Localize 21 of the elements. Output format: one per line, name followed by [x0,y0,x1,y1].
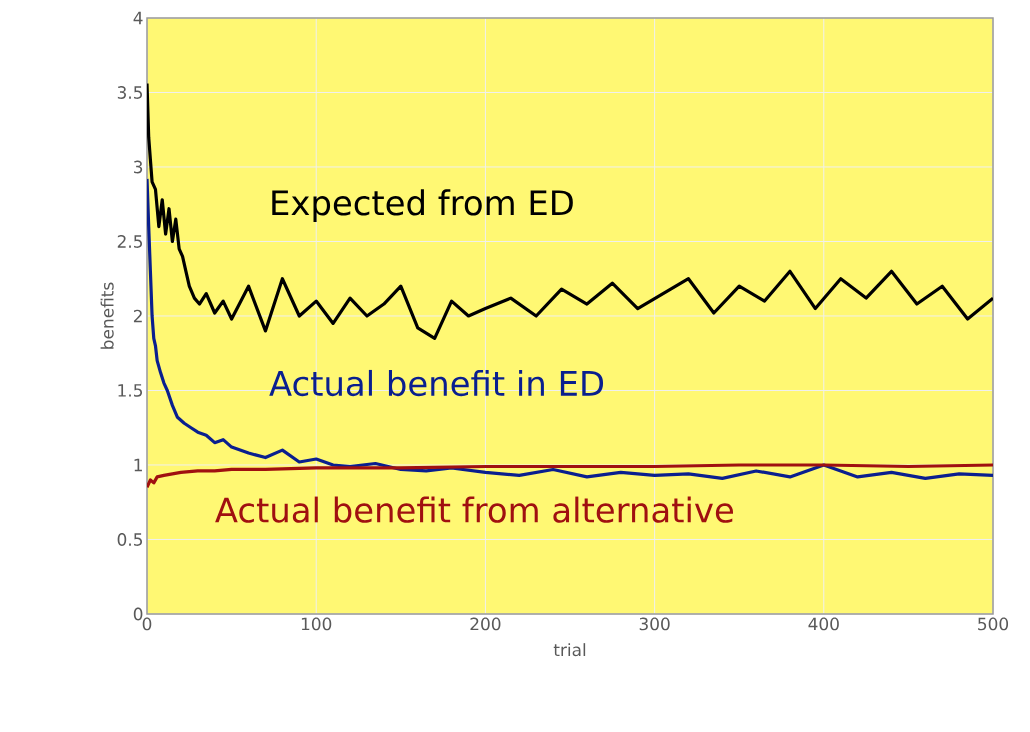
y-tick-label: 4 [133,11,143,25]
y-tick-label: 2.5 [117,235,143,248]
series-label: Actual benefit from alternative [215,496,733,523]
x-tick-label: 200 [470,617,501,631]
y-tick-label: 0.5 [117,533,143,546]
x-tick-label: 500 [978,617,1009,631]
y-tick-label: 1 [134,458,142,472]
x-tick-label: 100 [301,617,332,631]
y-tick-label: 3 [134,160,143,174]
x-tick-label: 300 [639,617,670,631]
y-tick-label: 2 [133,309,142,323]
line-series [147,177,994,480]
x-tick-label: 400 [808,617,839,631]
line-series [147,81,994,340]
x-axis-title: trial [553,643,586,657]
y-tick-label: 0 [133,607,143,621]
y-tick-label: 1.5 [118,384,143,397]
series-label: Expected from ED [272,189,573,223]
series-label: Actual benefit in ED [269,369,604,397]
y-tick-label: 3.5 [117,86,143,99]
y-axis-title: benefits [100,282,114,349]
